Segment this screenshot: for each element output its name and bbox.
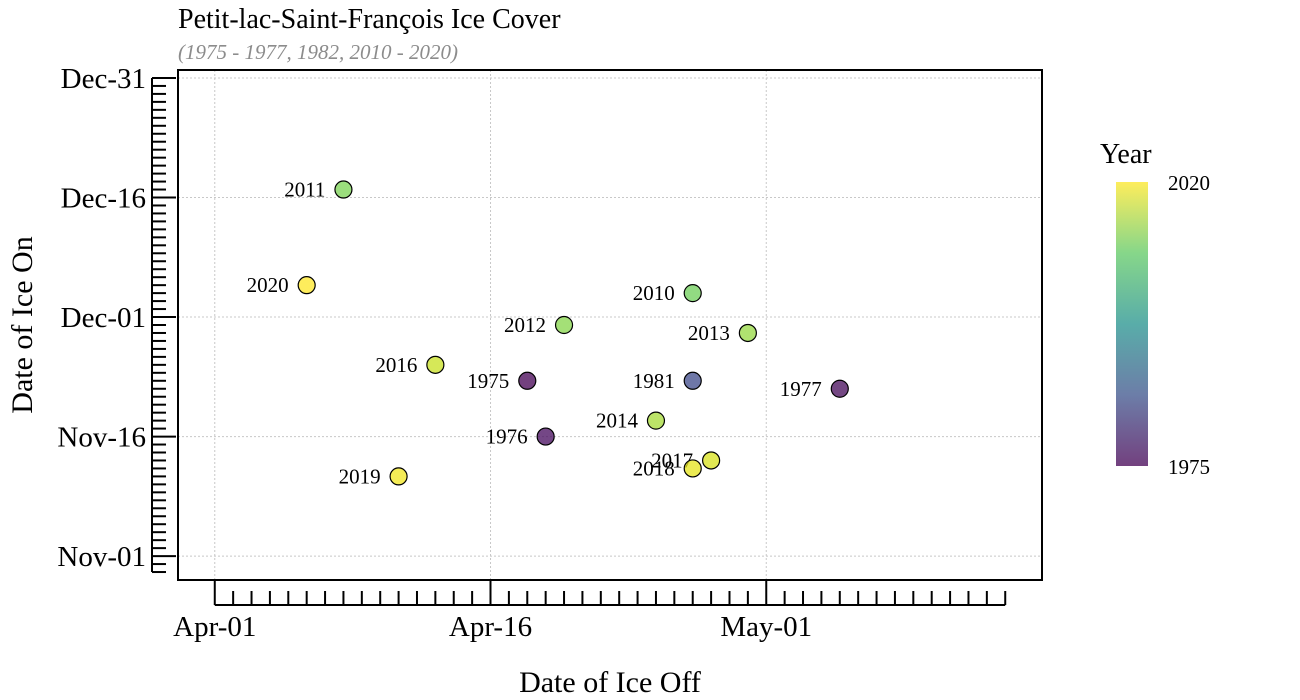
scatter-point xyxy=(702,451,721,470)
y-tick-label: Dec-01 xyxy=(61,302,146,334)
scatter-point xyxy=(536,427,555,446)
y-tick-label: Dec-16 xyxy=(61,183,146,215)
legend-title: Year xyxy=(1100,139,1152,170)
chart-title: Petit-lac-Saint-François Ice Cover xyxy=(178,4,561,35)
scatter-point xyxy=(389,467,408,486)
y-tick-label: Nov-01 xyxy=(57,541,146,573)
scatter-point xyxy=(646,411,666,430)
scatter-point xyxy=(683,459,702,478)
point-label: 2014 xyxy=(596,409,639,433)
point-label: 1975 xyxy=(467,369,509,393)
x-axis-title: Date of Ice Off xyxy=(519,666,701,699)
plot-frame xyxy=(177,69,1043,581)
point-label: 2012 xyxy=(504,313,546,337)
point-label: 2010 xyxy=(633,281,675,305)
y-axis-title: Date of Ice On xyxy=(6,236,39,413)
y-tick-label: Dec-31 xyxy=(61,63,146,95)
scatter-point xyxy=(426,355,445,374)
point-label: 2013 xyxy=(688,321,730,345)
point-label: 2019 xyxy=(339,464,381,488)
chart-subtitle: (1975 - 1977, 1982, 2010 - 2020) xyxy=(178,40,458,64)
point-label: 2016 xyxy=(375,353,417,377)
point-label: 1976 xyxy=(486,425,528,449)
point-label: 2020 xyxy=(247,273,289,297)
x-tick-label: May-01 xyxy=(720,611,812,643)
scatter-point xyxy=(518,371,537,390)
scatter-point xyxy=(334,180,353,199)
scatter-point xyxy=(554,315,574,335)
point-label: 2018 xyxy=(633,456,675,480)
scatter-point xyxy=(738,323,757,343)
scatter-point xyxy=(683,371,702,390)
legend-max-label: 2020 xyxy=(1168,171,1210,195)
point-label: 1981 xyxy=(633,369,675,393)
point-label: 2011 xyxy=(284,178,325,202)
y-tick-label: Nov-16 xyxy=(57,422,146,454)
legend-colorbar xyxy=(1116,182,1148,466)
point-label: 1977 xyxy=(780,377,822,401)
x-tick-label: Apr-01 xyxy=(173,611,256,643)
scatter-point xyxy=(683,284,702,303)
scatter-point xyxy=(297,276,316,295)
legend-min-label: 1975 xyxy=(1168,455,1210,479)
scatter-point xyxy=(830,379,849,398)
x-tick-label: Apr-16 xyxy=(449,611,532,643)
